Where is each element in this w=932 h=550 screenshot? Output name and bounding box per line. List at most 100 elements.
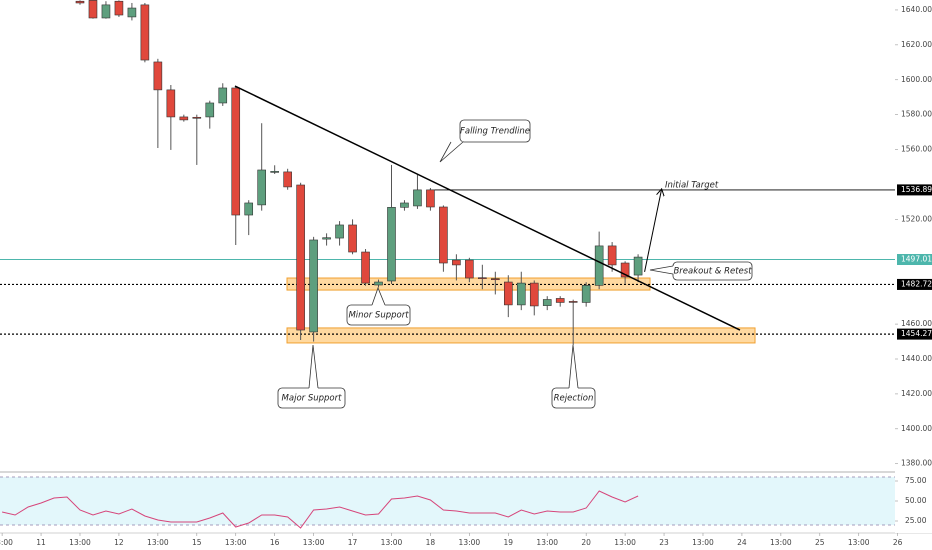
price-axis <box>895 0 932 533</box>
y-tick-label: 1560.00 <box>901 145 932 154</box>
y-tick-label: 1460.00 <box>901 319 932 328</box>
candle-body <box>581 285 591 303</box>
y-tick-label: 1380.00 <box>901 459 932 468</box>
callout-tail <box>650 266 674 274</box>
rsi-tick-label: 50.00 <box>905 496 927 505</box>
candle-body <box>218 87 228 104</box>
x-tick-label: 13:00 <box>0 538 13 547</box>
price-label: 1482.72 <box>901 279 932 288</box>
trendline <box>234 85 741 331</box>
candle-body <box>555 298 565 303</box>
annotation: Minor Support <box>348 311 409 321</box>
price-label-box <box>897 328 932 340</box>
callout-tail <box>439 141 464 163</box>
price-label: 1454.27 <box>901 329 932 338</box>
candle-body <box>491 278 500 281</box>
candle-body <box>309 239 318 333</box>
annotation: Falling Trendline <box>460 127 530 137</box>
support-zone <box>286 327 756 344</box>
x-tick-label: 15 <box>192 538 202 547</box>
y-tick-label: 1420.00 <box>901 389 932 398</box>
rsi-band <box>0 477 895 525</box>
candle-body <box>387 207 396 282</box>
target-arrow <box>644 190 662 273</box>
x-tick-label: 25 <box>815 538 825 547</box>
candle-body <box>270 171 279 173</box>
x-tick-label: 19 <box>504 538 514 547</box>
candle-body <box>529 282 539 307</box>
callout-tail <box>649 265 674 275</box>
x-tick-label: 13:00 <box>536 538 558 547</box>
candle-body <box>127 7 137 18</box>
x-tick-label: 13:00 <box>147 538 169 547</box>
candle-body <box>465 259 474 279</box>
candle-body <box>335 224 344 239</box>
candle-body <box>400 202 409 208</box>
x-tick-label: 18 <box>426 538 436 547</box>
candle-body <box>296 184 305 331</box>
candle-body <box>283 171 292 188</box>
callout-tail <box>371 286 386 306</box>
annotation: Rejection <box>554 394 594 404</box>
candle-body <box>322 237 331 240</box>
candle-body <box>374 281 383 286</box>
rsi-line <box>1 490 639 529</box>
x-tick-label: 13:00 <box>459 538 481 547</box>
candle-body <box>88 0 98 19</box>
candle-body <box>75 0 85 4</box>
x-tick-label: 20 <box>581 538 591 547</box>
candle-body <box>542 299 552 306</box>
callout-tail <box>569 345 578 389</box>
candle-body <box>348 224 357 253</box>
back-layer <box>0 189 932 534</box>
rsi-tick-label: 25.00 <box>905 516 927 525</box>
candle-body <box>439 206 448 264</box>
x-tick-label: 13:00 <box>770 538 792 547</box>
candle-body <box>594 245 604 286</box>
annotation: Initial Target <box>665 181 719 191</box>
x-tick-label: 23 <box>659 538 669 547</box>
candle-body <box>478 277 487 279</box>
candle-body <box>633 256 643 276</box>
candle-body <box>179 116 189 121</box>
candle-body <box>244 202 254 216</box>
y-tick-label: 1620.00 <box>901 40 932 49</box>
candle-body <box>166 89 176 118</box>
annotation: Breakout & Retest <box>673 267 752 277</box>
x-tick-label: 13:00 <box>614 538 636 547</box>
y-tick-label: 1580.00 <box>901 110 932 119</box>
x-tick-label: 13:00 <box>848 538 870 547</box>
x-tick-label: 13:00 <box>69 538 91 547</box>
y-tick-label: 1440.00 <box>901 354 932 363</box>
x-tick-label: 13:00 <box>692 538 714 547</box>
candle-body <box>140 4 150 61</box>
candle-body <box>516 282 526 306</box>
callout-tail <box>568 344 579 389</box>
candle-body <box>607 245 617 266</box>
candle-body <box>568 301 578 303</box>
y-tick-label: 1600.00 <box>901 75 932 84</box>
candle-body <box>257 169 266 206</box>
callout-tail <box>372 288 385 306</box>
price-label-box <box>897 254 932 266</box>
candle-body <box>452 259 461 266</box>
price-label: 1497.01 <box>901 255 932 264</box>
candle-body <box>205 102 215 118</box>
y-tick-label: 1640.00 <box>901 5 932 14</box>
x-tick-label: 26 <box>893 538 903 547</box>
price-label: 1536.89 <box>901 185 932 194</box>
candle-body <box>426 189 435 208</box>
candle-body <box>101 4 111 19</box>
callout-box <box>459 119 531 143</box>
candle-body <box>114 0 124 16</box>
annotation: Major Support <box>282 394 343 404</box>
candle-body <box>361 251 370 284</box>
y-tick-label: 1520.00 <box>901 214 932 223</box>
x-tick-label: 13:00 <box>225 538 247 547</box>
candle-body <box>231 87 241 216</box>
price-label-box <box>897 184 932 196</box>
x-tick-label: 13:00 <box>303 538 325 547</box>
y-tick-label: 1400.00 <box>901 424 932 433</box>
x-tick-label: 12 <box>114 538 124 547</box>
